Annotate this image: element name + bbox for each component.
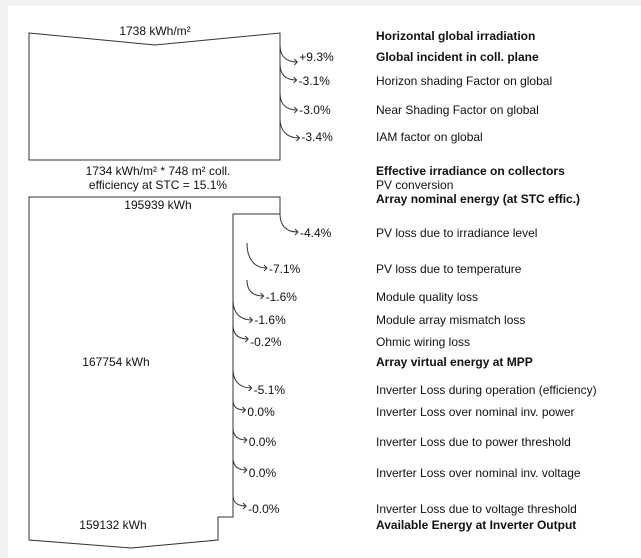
loss-arrowhead-5: [294, 228, 299, 236]
loss-percentage: -0.2%: [250, 335, 282, 349]
loss-percentage: 0.0%: [248, 435, 277, 449]
loss-step-label: Inverter Loss due to power threshold: [376, 435, 571, 449]
loss-arrow-2: [279, 63, 297, 81]
loss-percentage: -3.4%: [301, 130, 333, 144]
loss-arrowhead-10: [248, 384, 253, 392]
horizontal-irradiation-value: 1738 kWh/m²: [119, 24, 191, 38]
loss-percentage: +9.3%: [299, 50, 334, 64]
loss-percentage: -3.1%: [298, 74, 330, 88]
loss-arrowhead-11: [242, 406, 247, 414]
loss-arrow-9: [232, 324, 249, 340]
loss-arrowhead-6: [263, 264, 268, 272]
loss-step-label: Ohmic wiring loss: [376, 335, 471, 349]
loss-arrowhead-14: [242, 502, 247, 510]
loss-arrowhead-13: [243, 466, 248, 474]
loss-arrowhead-2: [293, 76, 298, 84]
loss-arrow-12: [232, 427, 247, 441]
loss-percentage: 0.0%: [247, 405, 275, 419]
label-effective-irradiance: Effective irradiance on collectors: [376, 164, 565, 178]
loss-arrow-4: [279, 117, 300, 139]
array-virtual-energy-value: 167754 kWh: [82, 355, 150, 369]
loss-arrow-7: [246, 279, 264, 297]
label-array-virtual-energy: Array virtual energy at MPP: [376, 355, 533, 369]
loss-arrow-5: [279, 213, 299, 233]
loss-step-label: Module array mismatch loss: [376, 313, 526, 327]
loss-step-label: Global incident in coll. plane: [376, 50, 539, 64]
inverter-output-energy-value: 159132 kWh: [79, 518, 147, 532]
loss-arrow-1: [279, 44, 298, 63]
loss-arrow-8: [232, 299, 253, 321]
loss-percentage: -0.0%: [248, 502, 280, 516]
loss-arrowhead-9: [244, 335, 249, 343]
loss-percentage: -5.1%: [253, 383, 286, 397]
diagram-frame: [8, 6, 641, 558]
loss-arrow-6: [246, 242, 268, 269]
energy-block: [28, 196, 281, 549]
loss-arrow-11: [232, 399, 246, 411]
loss-step-label: Near Shading Factor on global: [376, 103, 539, 117]
loss-step-label: PV loss due to temperature: [376, 262, 522, 276]
loss-percentage: -7.1%: [269, 262, 301, 276]
loss-step-label: Inverter Loss during operation (efficien…: [376, 383, 597, 397]
loss-step-label: Module quality loss: [376, 290, 479, 304]
loss-arrowhead-12: [243, 436, 248, 444]
loss-arrow-10: [232, 368, 252, 389]
loss-step-label: Inverter Loss over nominal inv. power: [376, 405, 575, 419]
loss-step-label: Inverter Loss over nominal inv. voltage: [376, 466, 581, 480]
loss-arrowhead-1: [293, 58, 299, 66]
loss-arrow-3: [279, 92, 298, 111]
loss-arrowhead-8: [249, 316, 254, 324]
loss-percentage: -3.0%: [299, 103, 331, 117]
loss-arrowhead-4: [296, 134, 301, 142]
label-horizontal-global-irradiation: Horizontal global irradiation: [376, 29, 536, 43]
loss-arrow-14: [232, 494, 247, 507]
loss-step-label: Inverter Loss due to voltage threshold: [376, 502, 577, 516]
stc-efficiency-value: efficiency at STC = 15.1%: [88, 178, 228, 192]
loss-percentage: -1.6%: [265, 290, 297, 304]
loss-percentage: 0.0%: [248, 466, 277, 480]
loss-arrowhead-7: [260, 292, 265, 300]
label-array-nominal-energy: Array nominal energy (at STC effic.): [376, 192, 581, 206]
loss-arrow-13: [232, 457, 247, 471]
loss-percentage: -4.4%: [300, 226, 332, 240]
array-nominal-energy-value: 195939 kWh: [124, 198, 192, 212]
collector-irradiance-value: 1734 kWh/m² * 748 m² coll.: [85, 164, 231, 178]
loss-arrowhead-3: [293, 106, 299, 114]
label-available-energy: Available Energy at Inverter Output: [376, 518, 577, 532]
loss-step-label: IAM factor on global: [376, 130, 483, 144]
label-pv-conversion: PV conversion: [376, 178, 454, 192]
loss-percentage: -1.6%: [254, 313, 286, 327]
loss-step-label: PV loss due to irradiance level: [376, 226, 538, 240]
loss-step-label: Horizon shading Factor on global: [376, 74, 553, 88]
